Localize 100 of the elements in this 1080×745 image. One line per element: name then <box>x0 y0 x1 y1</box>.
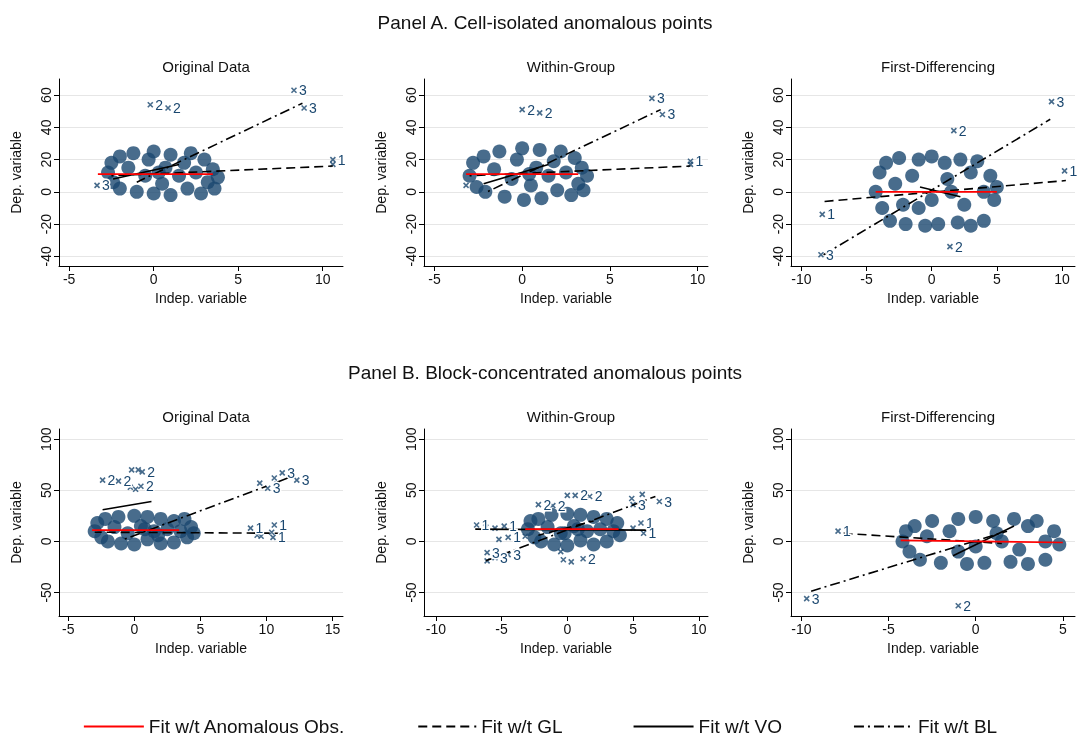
annotation: 3 <box>656 90 665 107</box>
annotation: 2 <box>145 478 154 495</box>
y-tick-label: 0 <box>770 537 786 546</box>
annotation: 1 <box>827 206 836 223</box>
x-tick-label: 10 <box>314 271 331 287</box>
annotation: 3 <box>664 493 673 510</box>
annotation: 1 <box>337 151 346 168</box>
y-axis-title: Dep. variable <box>373 481 389 564</box>
x-axis-title: Indep. variable <box>887 639 980 656</box>
x-axis-title: Indep. variable <box>155 639 248 656</box>
y-tick-label: 50 <box>403 482 419 499</box>
x-tick-label: 5 <box>629 621 638 637</box>
y-tick-label: 40 <box>770 119 786 136</box>
x-axis-title: Indep. variable <box>887 289 980 306</box>
y-axis-title: Dep. variable <box>8 131 24 214</box>
y-tick-label: -20 <box>770 213 786 235</box>
y-axis-title: Dep. variable <box>740 481 756 564</box>
annotation: 1 <box>1069 162 1078 179</box>
annotation: 3 <box>1056 93 1065 110</box>
y-tick-label: 40 <box>38 119 54 136</box>
x-tick-label: 0 <box>518 271 527 287</box>
annotation: 2 <box>155 96 164 113</box>
annotation: 2 <box>958 122 967 139</box>
x-tick-label: 0 <box>149 271 158 287</box>
chart-subtitle: Panel A. Cell-isolated anomalous points <box>377 12 713 33</box>
y-tick-label: -20 <box>403 213 419 235</box>
annotation: 2 <box>543 496 552 513</box>
x-tick-label: -5 <box>62 621 75 637</box>
annotation: 2 <box>544 104 553 121</box>
chart-title: Within-Group <box>526 408 616 425</box>
y-axis-title: Dep. variable <box>740 131 756 214</box>
annotation: 2 <box>963 597 972 614</box>
y-axis-title: Dep. variable <box>8 481 24 564</box>
y-tick-label: 0 <box>770 187 786 196</box>
x-tick-label: 5 <box>605 271 614 287</box>
annotation: 2 <box>557 497 566 514</box>
annotation: 3 <box>638 496 647 513</box>
annotation: 2 <box>527 101 536 118</box>
x-tick-label: 0 <box>563 621 572 637</box>
annotation: 3 <box>811 590 820 607</box>
x-tick-label: 10 <box>689 271 706 287</box>
x-tick-label: 5 <box>234 271 243 287</box>
legend-label: Fit w/t Anomalous Obs. <box>148 716 345 737</box>
x-tick-label: 5 <box>992 271 1001 287</box>
x-tick-label: 15 <box>324 621 341 637</box>
annotation: 2 <box>594 488 603 505</box>
x-tick-label: -10 <box>791 621 812 637</box>
x-tick-label: 0 <box>130 621 139 637</box>
y-tick-label: -40 <box>38 246 54 267</box>
chart-subtitle: Panel B. Block-concentrated anomalous points <box>348 362 742 383</box>
y-tick-label: 60 <box>770 87 786 103</box>
y-tick-label: 50 <box>38 482 54 499</box>
x-tick-label: -10 <box>791 271 812 287</box>
legend-label: Fit w/t VO <box>698 716 782 737</box>
annotation: 1 <box>277 529 286 546</box>
y-tick-label: -50 <box>38 582 54 603</box>
y-tick-label: 100 <box>38 427 54 451</box>
y-tick-label: -50 <box>403 582 419 603</box>
y-tick-label: 20 <box>38 151 54 168</box>
y-tick-label: 0 <box>38 537 54 546</box>
y-tick-label: -20 <box>38 213 54 235</box>
chart-title: First-Differencing <box>881 408 995 425</box>
annotation: 2 <box>588 550 597 567</box>
chart-title: Original Data <box>162 58 251 75</box>
y-tick-label: 0 <box>38 187 54 196</box>
x-tick-label: 10 <box>691 621 707 637</box>
y-tick-label: 40 <box>403 119 419 136</box>
annotation: 3 <box>667 106 676 123</box>
chart-title: First-Differencing <box>881 58 995 75</box>
annotation: 3 <box>825 246 834 263</box>
annotation: 3 <box>309 100 318 117</box>
annotation: 1 <box>695 153 704 170</box>
y-tick-label: -50 <box>770 582 786 603</box>
y-tick-label: 60 <box>403 87 419 103</box>
x-axis-title: Indep. variable <box>520 289 613 306</box>
x-axis-title: Indep. variable <box>155 289 248 306</box>
x-tick-label: 5 <box>196 621 205 637</box>
x-tick-label: 10 <box>1054 271 1070 287</box>
x-tick-label: -5 <box>428 271 441 287</box>
y-tick-label: 100 <box>403 427 419 451</box>
annotation: 3 <box>102 177 111 194</box>
x-tick-label: -5 <box>860 271 873 287</box>
annotation: 2 <box>107 472 116 489</box>
annotation: 2 <box>123 473 132 490</box>
legend-label: Fit w/t GL <box>481 716 563 737</box>
x-tick-label: 0 <box>927 271 936 287</box>
x-tick-label: 5 <box>1058 621 1067 637</box>
annotation: 1 <box>255 520 264 537</box>
y-tick-label: 50 <box>770 482 786 499</box>
chart-title: Original Data <box>162 408 251 425</box>
x-tick-label: -5 <box>495 621 509 637</box>
y-tick-label: 0 <box>403 187 419 196</box>
x-tick-label: 10 <box>258 621 275 637</box>
x-tick-label: -5 <box>62 271 76 287</box>
x-tick-label: -10 <box>425 621 447 637</box>
annotation: 2 <box>580 487 589 504</box>
y-axis-title: Dep. variable <box>373 131 389 214</box>
annotation: 2 <box>954 238 963 255</box>
y-tick-label: 20 <box>403 151 419 168</box>
legend-label: Fit w/t BL <box>917 716 998 737</box>
